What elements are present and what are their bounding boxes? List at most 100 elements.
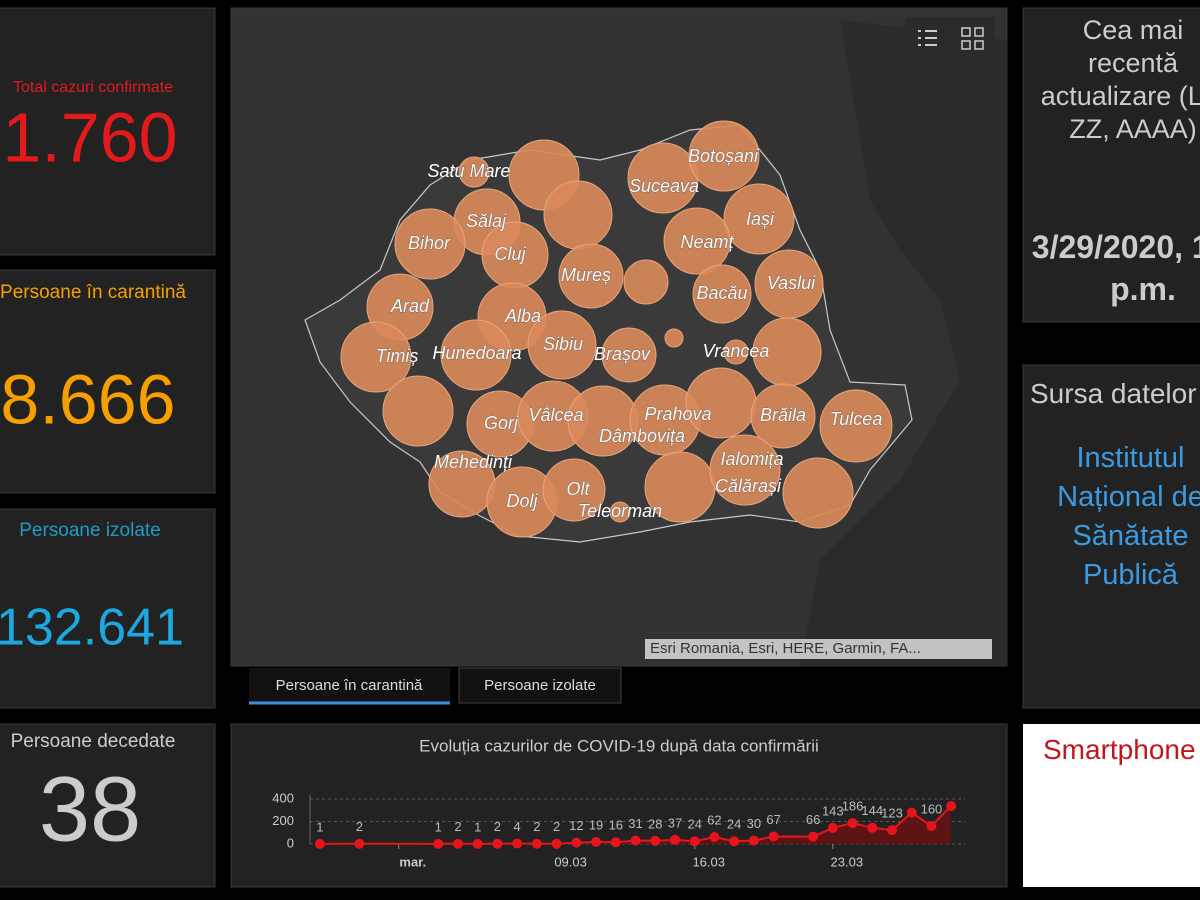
panel xyxy=(0,269,216,494)
county-bubble xyxy=(542,458,606,522)
point xyxy=(472,838,483,849)
county-label: Brașov xyxy=(594,344,651,364)
value-label: 16 xyxy=(609,818,623,833)
county-bubble xyxy=(782,457,854,529)
value-label: 143 xyxy=(822,803,844,818)
smartphone-link[interactable]: Smartphone xyxy=(1043,734,1196,765)
attribution: Esri Romania, Esri, HERE, Garmin, FA... xyxy=(650,640,921,657)
source-link[interactable]: Institutul Național de Sănătate Publică xyxy=(1057,442,1200,591)
value-label: 30 xyxy=(747,816,761,831)
point xyxy=(551,838,562,849)
county-label: Iași xyxy=(746,209,775,229)
county-label: Gorj xyxy=(484,413,519,433)
basemap-button[interactable] xyxy=(961,27,984,50)
county-bubble xyxy=(382,375,454,447)
legend-button[interactable] xyxy=(918,30,937,46)
value-label: 37 xyxy=(668,815,682,830)
panel xyxy=(0,723,216,888)
point xyxy=(630,835,641,846)
county-label: Dolj xyxy=(506,491,538,511)
point xyxy=(847,818,858,829)
county-bubble xyxy=(709,434,781,506)
y-tick-label: 200 xyxy=(272,813,294,828)
panel-value: 8.666 xyxy=(0,360,175,438)
county-label: Olt xyxy=(566,479,590,499)
chart-title: Evoluția cazurilor de COVID-19 după data… xyxy=(419,736,819,755)
county-label: Botoșani xyxy=(688,146,759,166)
county-label: Timiș xyxy=(376,346,419,366)
source-title: Sursa datelor xyxy=(1030,378,1197,409)
county-bubble xyxy=(688,120,760,192)
value-label: 66 xyxy=(806,812,820,827)
x-tick-label: 16.03 xyxy=(692,854,725,869)
value-label: 160 xyxy=(921,801,943,816)
point xyxy=(492,838,503,849)
point xyxy=(946,800,957,811)
county-label: Vaslui xyxy=(767,273,816,293)
bubble-layer xyxy=(340,120,893,538)
county-label: Neamț xyxy=(680,232,734,252)
point xyxy=(610,837,621,848)
county-bubble xyxy=(440,319,512,391)
tab[interactable] xyxy=(458,667,622,704)
county-bubble xyxy=(819,389,893,463)
tab-label[interactable]: Persoane în carantină xyxy=(276,677,423,694)
county-bubble xyxy=(723,339,749,365)
y-tick-label: 0 xyxy=(287,835,294,850)
panel-value: 38 xyxy=(39,758,141,860)
point xyxy=(827,822,838,833)
point xyxy=(591,836,602,847)
attribution-bg xyxy=(645,639,992,659)
point xyxy=(433,838,444,849)
point xyxy=(689,836,700,847)
county-bubble xyxy=(692,264,752,324)
county-bubble xyxy=(663,207,731,275)
value-label: 1 xyxy=(474,819,481,834)
panel xyxy=(0,7,216,256)
chart-panel xyxy=(230,723,1008,888)
label-layer: Satu Mare Sălaj Bihor Cluj Arad Alba Mureș Timi… xyxy=(375,145,883,521)
value-label: 12 xyxy=(569,818,583,833)
point xyxy=(354,838,365,849)
county-label: Călărași xyxy=(715,476,782,496)
county-bubble xyxy=(458,156,490,188)
point xyxy=(729,836,740,847)
value-label: 123 xyxy=(881,806,903,821)
county-bubble xyxy=(601,327,657,383)
update-value: 3/29/2020, 1:11 p.m. xyxy=(1031,229,1200,307)
county-label: Vâlcea xyxy=(528,405,583,425)
value-label: 31 xyxy=(628,816,642,831)
value-label: 2 xyxy=(356,819,363,834)
sea xyxy=(800,20,1007,666)
panel xyxy=(1023,724,1200,887)
point xyxy=(314,838,325,849)
point xyxy=(748,835,759,846)
panel-title: Total cazuri confirmate xyxy=(13,79,173,96)
tab-label[interactable]: Persoane izolate xyxy=(484,677,596,694)
value-label: 144 xyxy=(861,803,883,818)
panel-value: 1.760 xyxy=(2,98,177,176)
county-bubble xyxy=(543,180,613,250)
value-label: 67 xyxy=(766,812,780,827)
county-label: Tulcea xyxy=(830,409,883,429)
county-label: Hunedoara xyxy=(432,343,521,363)
panel-value: 132.641 xyxy=(0,599,184,657)
point xyxy=(650,835,661,846)
county-label: Vrancea xyxy=(703,341,770,361)
county-label: Alba xyxy=(504,306,541,326)
county-bubble xyxy=(609,501,631,523)
point xyxy=(887,825,898,836)
county-bubble xyxy=(623,259,669,305)
value-label: 19 xyxy=(589,817,603,832)
area xyxy=(319,805,952,844)
county-label: Satu Mare xyxy=(427,161,510,181)
county-label: Suceava xyxy=(629,176,699,196)
value-label: 186 xyxy=(842,799,864,814)
panel xyxy=(0,508,216,709)
point xyxy=(768,831,779,842)
point xyxy=(669,834,680,845)
tab[interactable] xyxy=(249,668,450,703)
